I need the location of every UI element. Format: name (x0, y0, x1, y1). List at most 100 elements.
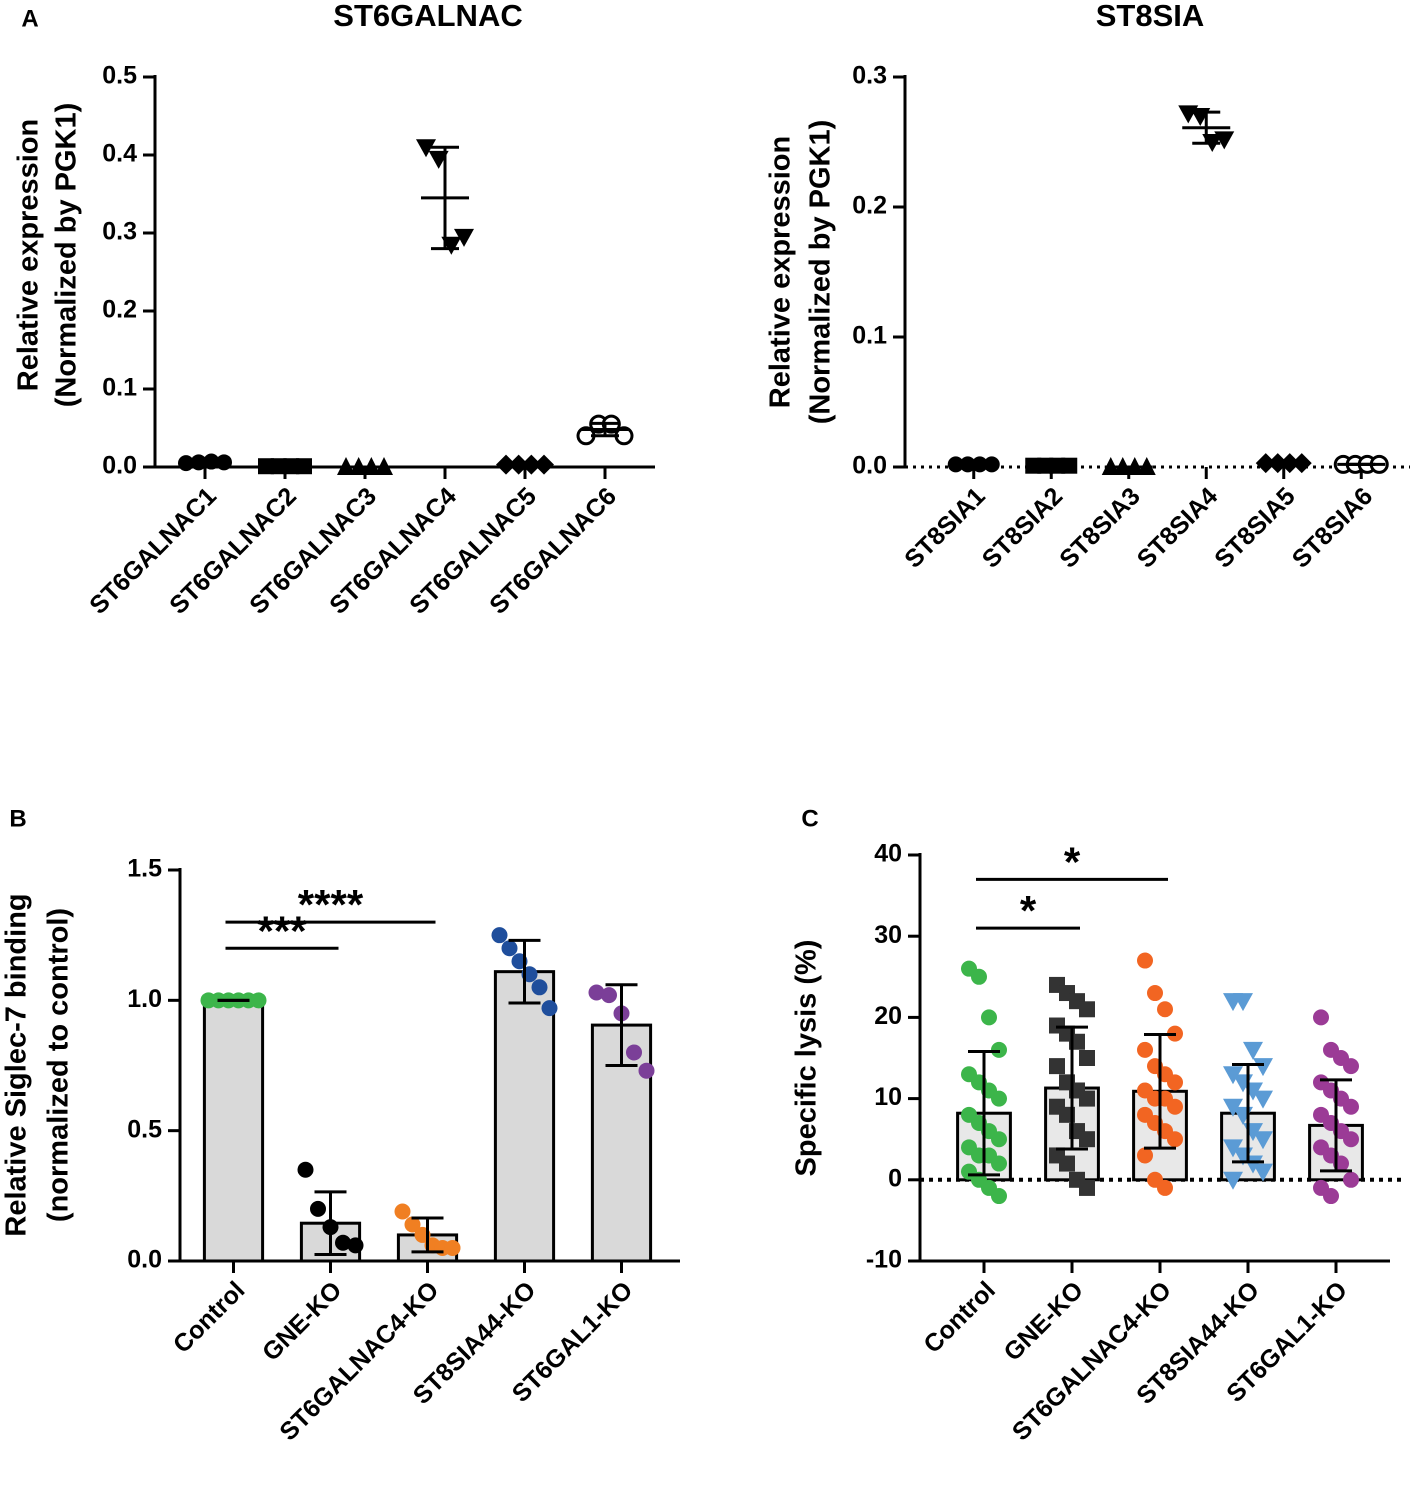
data-point (991, 1155, 1007, 1172)
data-point (1343, 1098, 1359, 1115)
data-point (971, 968, 987, 985)
data-point (1167, 1131, 1183, 1148)
data-point (394, 1203, 411, 1220)
x-tick-label: ST8SIA2 (977, 482, 1069, 574)
data-point (588, 984, 605, 1001)
y-axis-label: (Normalized by PGK1) (805, 120, 837, 425)
chart-title: ST6GALNAC (333, 0, 522, 33)
y-tick-label: 20 (874, 1002, 902, 1030)
data-point (1079, 1179, 1095, 1196)
data-point (541, 1000, 558, 1017)
data-point (310, 1200, 326, 1217)
data-point (1157, 1001, 1173, 1018)
significance-label: *** (257, 907, 307, 954)
data-point (1049, 1058, 1065, 1075)
data-point (601, 987, 617, 1004)
data-point (1223, 1098, 1243, 1117)
data-point (1253, 1163, 1273, 1182)
data-point (297, 1161, 314, 1178)
y-tick-label: -10 (866, 1246, 902, 1274)
data-point (1137, 1147, 1153, 1164)
x-tick-label: Control (918, 1276, 1001, 1359)
significance-label: * (1064, 838, 1081, 885)
y-tick-label: 0.5 (102, 62, 137, 90)
x-tick-label: ST6GALNAC4-KO (274, 1276, 444, 1446)
data-point (1079, 1131, 1095, 1148)
y-tick-label: 0.3 (852, 62, 887, 90)
data-point (1223, 1139, 1243, 1158)
bar (493, 970, 556, 1263)
y-axis-label: Relative expression (765, 136, 797, 408)
y-axis-label: Relative Siglec-7 binding (1, 893, 33, 1236)
y-tick-label: 30 (874, 921, 902, 949)
data-point (1137, 1041, 1153, 1058)
y-tick-label: 0 (888, 1164, 902, 1192)
data-point (531, 979, 548, 996)
y-tick-label: 10 (874, 1083, 902, 1111)
data-point (1253, 1131, 1273, 1150)
data-point (1157, 1179, 1173, 1196)
data-point (1253, 1090, 1273, 1109)
x-tick-label: ST8SIA1 (899, 482, 991, 574)
data-point (444, 1239, 461, 1256)
data-point (1137, 952, 1153, 969)
data-point (416, 139, 436, 158)
significance-label: **** (298, 881, 364, 928)
data-point (335, 1234, 351, 1251)
y-axis-label: Relative expression (13, 119, 45, 391)
data-point (638, 1062, 655, 1079)
y-axis-label: (normalized to control) (43, 908, 75, 1222)
data-point (1079, 1050, 1095, 1066)
y-tick-label: 0.5 (127, 1115, 162, 1143)
data-point (981, 1009, 997, 1026)
panel-label: B (9, 805, 26, 832)
y-tick-label: 0.2 (852, 192, 887, 220)
data-point (1313, 1009, 1329, 1026)
x-tick-label: ST6GALNAC4-KO (1007, 1276, 1177, 1446)
data-point (1253, 1058, 1273, 1077)
y-tick-label: 40 (874, 840, 902, 868)
chart-title: ST8SIA (1096, 0, 1205, 33)
panel-label: A (21, 5, 38, 32)
data-point (1214, 131, 1235, 150)
x-tick-label: GNE-KO (257, 1276, 348, 1367)
y-tick-label: 0.0 (852, 452, 887, 480)
x-tick-label: ST8SIA4 (1132, 482, 1224, 574)
y-tick-label: 0.4 (102, 140, 137, 168)
data-point (1079, 1001, 1095, 1018)
y-tick-label: 0.0 (127, 1246, 162, 1274)
data-point (991, 1188, 1007, 1205)
data-point (1233, 993, 1253, 1012)
y-tick-label: 1.5 (127, 855, 162, 883)
y-axis-label: (Normalized by PGK1) (51, 103, 83, 408)
bar (202, 998, 265, 1263)
panel-label: C (801, 805, 818, 832)
data-point (501, 940, 518, 957)
data-point (991, 1090, 1007, 1107)
y-tick-label: 1.0 (127, 985, 162, 1013)
data-point (491, 927, 508, 944)
y-tick-label: 0.0 (102, 452, 137, 480)
data-point (454, 228, 474, 247)
x-tick-label: ST8SIA3 (1054, 482, 1146, 574)
data-point (347, 1237, 364, 1254)
data-point (1343, 1058, 1359, 1075)
y-tick-label: 0.1 (852, 322, 887, 350)
data-point (250, 992, 267, 1009)
data-point (1223, 1066, 1243, 1085)
data-point (626, 1044, 642, 1061)
y-tick-label: 0.3 (102, 218, 137, 246)
data-point (1323, 1188, 1339, 1205)
data-point (1147, 985, 1163, 1002)
x-tick-label: ST8SIA6 (1287, 482, 1379, 574)
data-point (1243, 1041, 1263, 1060)
data-point (1167, 1074, 1183, 1091)
data-point (991, 1131, 1007, 1148)
data-point (991, 1041, 1007, 1058)
data-point (1079, 1090, 1095, 1107)
data-point (1223, 1171, 1243, 1190)
significance-label: * (1020, 887, 1037, 934)
data-point (1167, 1098, 1183, 1115)
